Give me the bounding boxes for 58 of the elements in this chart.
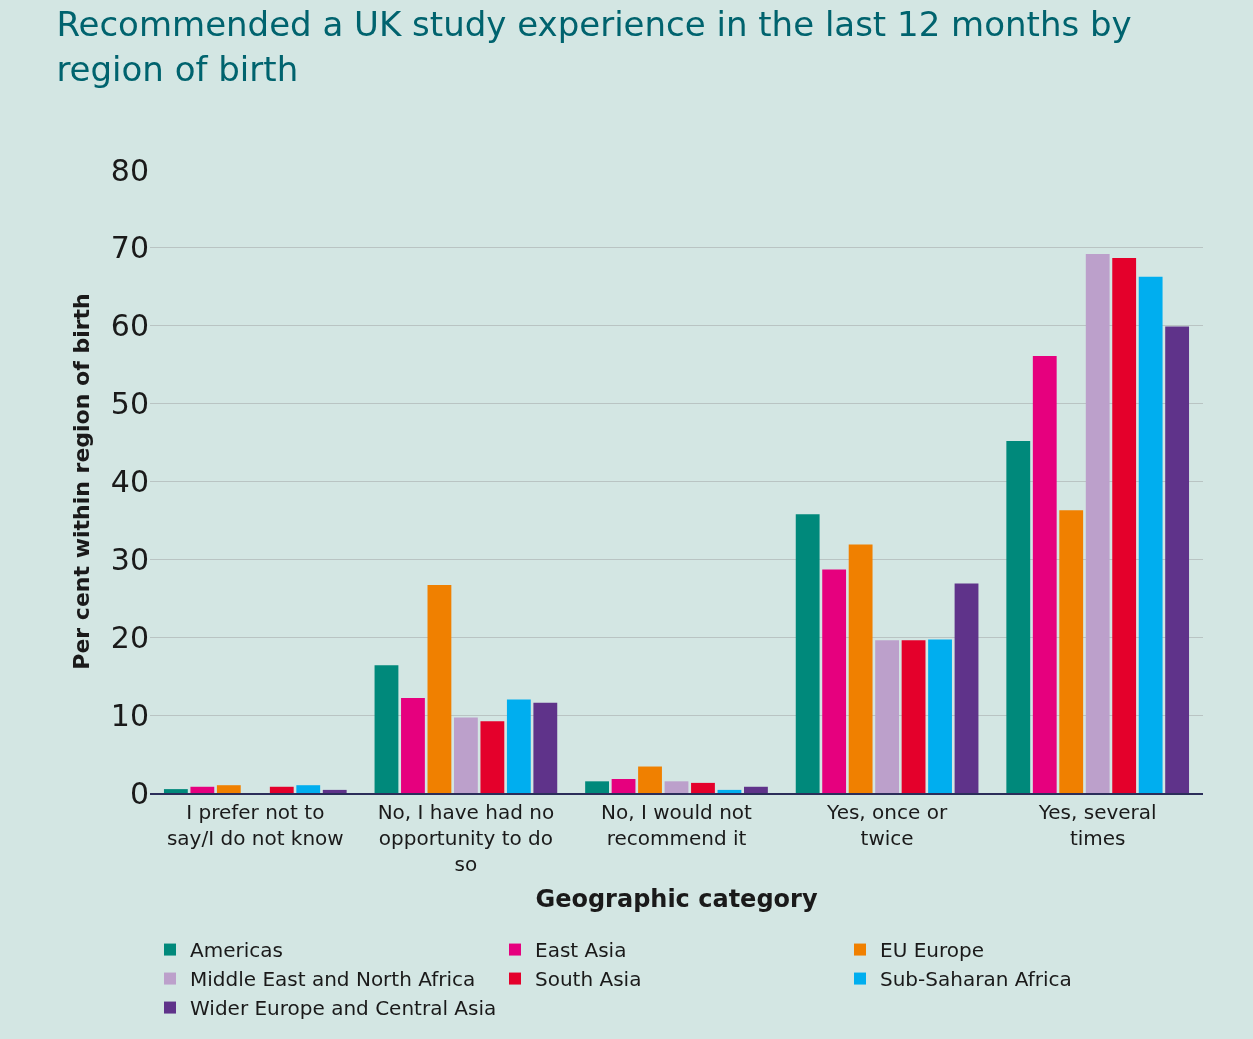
legend-label: Wider Europe and Central Asia [190, 996, 497, 1021]
y-axis-title: Per cent within region of birth [68, 293, 94, 670]
bar [216, 785, 241, 793]
x-tick-label: No, I have had no opportunity to do so [377, 799, 555, 876]
y-tick-label: 30 [110, 541, 149, 577]
legend-label: Middle East and North Africa [190, 967, 476, 992]
x-tick-label: Yes, several times [1037, 799, 1157, 850]
y-tick-label: 80 [110, 152, 149, 188]
bar [822, 569, 847, 793]
y-tick-label: 50 [110, 386, 149, 422]
bar [190, 786, 215, 793]
bar [1059, 510, 1084, 793]
bar [848, 544, 873, 793]
legend-label: Sub-Saharan Africa [880, 967, 1072, 992]
y-tick-label: 60 [110, 308, 149, 344]
bar [453, 717, 478, 793]
bar [638, 766, 662, 793]
bar [611, 778, 636, 793]
bar [480, 721, 505, 793]
y-tick-label: 20 [110, 619, 149, 655]
bar [691, 782, 715, 793]
legend-label: EU Europe [880, 938, 984, 963]
bar [269, 786, 294, 793]
bar [744, 786, 768, 793]
bar [533, 702, 558, 793]
legend-label: Americas [190, 938, 283, 963]
bar [954, 583, 979, 793]
y-tick-label: 0 [129, 775, 149, 811]
bar [296, 785, 321, 793]
bar [1085, 254, 1110, 793]
y-tick-label: 10 [110, 697, 149, 733]
x-tick-label: Yes, once or twice [826, 799, 948, 850]
bar [585, 781, 609, 793]
legend-label: South Asia [535, 967, 642, 992]
bar [163, 789, 188, 793]
bar [664, 781, 689, 793]
bar [901, 640, 926, 793]
bar [322, 789, 347, 793]
bar [1165, 326, 1190, 793]
x-axis-title: Geographic category [535, 884, 818, 913]
bar [506, 699, 531, 793]
bar [875, 640, 900, 793]
bar [374, 665, 399, 793]
x-tick-label: No, I would not recommend it [601, 799, 753, 850]
y-tick-label: 70 [110, 230, 149, 266]
bar [1006, 441, 1031, 793]
x-tick-label: I prefer not to say/I do not know [166, 799, 344, 850]
bar [1112, 258, 1137, 793]
bar [1032, 356, 1057, 793]
bar [795, 514, 820, 793]
bar [401, 697, 425, 793]
bar [427, 585, 452, 793]
bar [928, 639, 952, 793]
y-tick-label: 40 [110, 464, 149, 499]
bar [1138, 276, 1163, 793]
bar [717, 789, 742, 793]
chart-title: Recommended a UK study experience in the last 12 months by region of birth [56, 4, 1132, 89]
legend-label: East Asia [535, 938, 627, 963]
